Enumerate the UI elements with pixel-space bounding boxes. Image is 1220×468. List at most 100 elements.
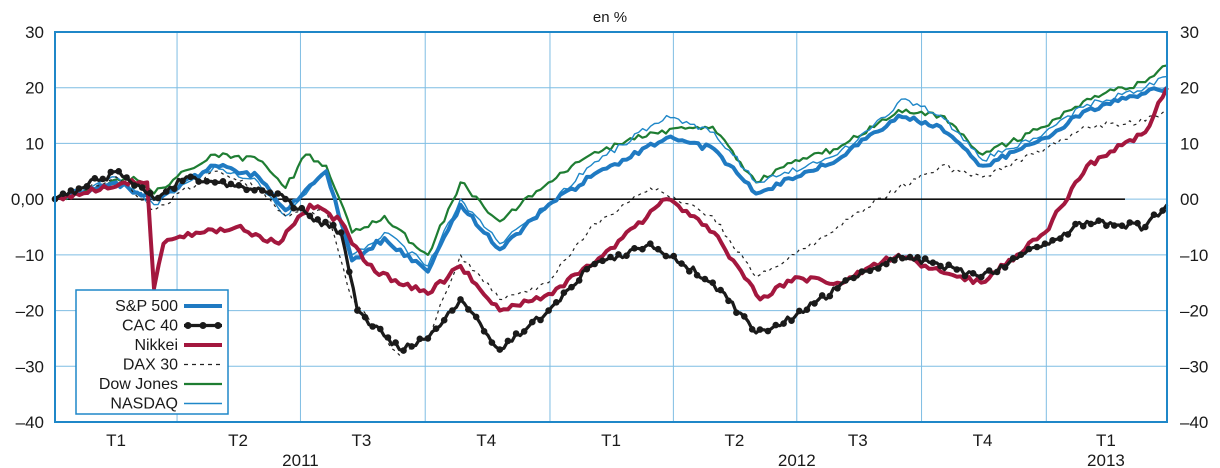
plot-frame [54,31,1168,423]
cac-point [834,285,841,292]
cac-point [772,321,780,329]
cac-point [512,330,520,337]
cac-point [392,339,399,346]
quarter-label-4: T1 [601,431,621,450]
cac-point [1095,217,1102,224]
cac-point [138,184,146,191]
quarter-label-0: T1 [106,431,126,450]
cac-point [496,346,504,353]
cac-point [259,187,266,194]
cac-point [75,185,83,192]
cac-point [929,259,937,267]
cac-point [211,179,219,186]
legend-dot-1 [199,322,207,329]
quarter-label-8: T1 [1096,431,1116,450]
y-tick-left-2: 10 [25,134,44,153]
cac-point [179,177,186,185]
cac-point [282,195,289,203]
cac-point [899,254,906,262]
cac-point [416,335,424,343]
y-tick-left-0: 30 [25,23,44,42]
cac-point [858,268,866,275]
cac-point [623,252,630,259]
cac-point [346,268,353,276]
cac-point [274,190,282,197]
y-tick-left-1: 20 [25,79,44,98]
cac-point [1049,237,1056,244]
cac-point [322,218,329,226]
cac-point [693,271,701,279]
legend-dot-2 [214,322,222,329]
cac-point [764,327,772,335]
y-tick-right-6: –30 [1180,357,1208,376]
cac-point [670,252,677,260]
legend-label-dax-30: DAX 30 [123,357,178,374]
cac-point [1033,243,1041,251]
y-axis-right-ticks: 30 20 10 00 –10 –20 –30 –40 [1180,23,1208,432]
cac-point [480,328,488,335]
cac-point [83,183,91,190]
quarter-label-2: T3 [352,431,372,450]
cac-point [709,279,716,287]
cac-point [826,292,834,300]
y-tick-left-7: –40 [16,413,44,432]
quarter-label-6: T3 [848,431,868,450]
y-tick-right-3: 00 [1180,190,1199,209]
cac-point [520,328,528,335]
cac-point [883,260,890,268]
cac-point [568,283,575,291]
y-tick-right-5: –20 [1180,302,1208,321]
y-tick-right-7: –40 [1180,413,1208,432]
cac-point [154,194,162,202]
cac-point [465,306,472,313]
y-tick-left-4: –10 [16,246,44,265]
cac-point [1142,223,1149,231]
cac-point [1017,251,1025,258]
cac-point [1001,264,1009,271]
series-line-nasdaq [54,75,1168,267]
cac-point [866,267,874,275]
legend-label-s-p-500: S&P 500 [115,298,178,315]
cac-point [203,178,211,185]
cac-point [115,168,122,175]
quarter-label-5: T2 [724,431,744,450]
cac-point [330,221,337,229]
cac-point [1079,222,1087,230]
cac-point [906,253,914,261]
cac-point [842,277,849,284]
cac-point [874,265,882,272]
cac-point [354,307,361,314]
cac-point [67,187,75,194]
cac-point [457,296,464,303]
cac-point [146,189,154,197]
cac-point [639,245,646,253]
y-tick-left-3: 0,00 [11,190,44,209]
cac-point [796,307,803,315]
cac-point [314,216,322,223]
series-line-dow-jones [54,64,1168,256]
cac-point [266,189,274,196]
cac-point [945,261,952,269]
cac-point [537,316,544,324]
cac-point [337,229,345,236]
cac-point [195,178,202,185]
cac-point [733,309,740,317]
cac-point [306,212,314,220]
x-axis-labels: T1 T2 T3 T4 T1 T2 T3 T4 T1 2011 2012 2013 [106,431,1125,468]
legend-label-cac-40: CAC 40 [122,318,178,335]
year-label-0: 2011 [282,451,319,468]
cac-point [361,313,369,321]
cac-point [560,289,568,297]
cac-point [1056,235,1064,242]
cac-point [599,257,606,265]
cac-point [1134,219,1141,227]
cac-point [131,182,138,189]
cac-point [803,306,811,314]
y-tick-right-1: 20 [1180,79,1199,98]
cac-point [1110,222,1118,229]
cac-point [99,175,107,183]
y-tick-right-2: 10 [1180,134,1199,153]
cac-point [298,204,306,212]
cac-point [1103,222,1110,229]
